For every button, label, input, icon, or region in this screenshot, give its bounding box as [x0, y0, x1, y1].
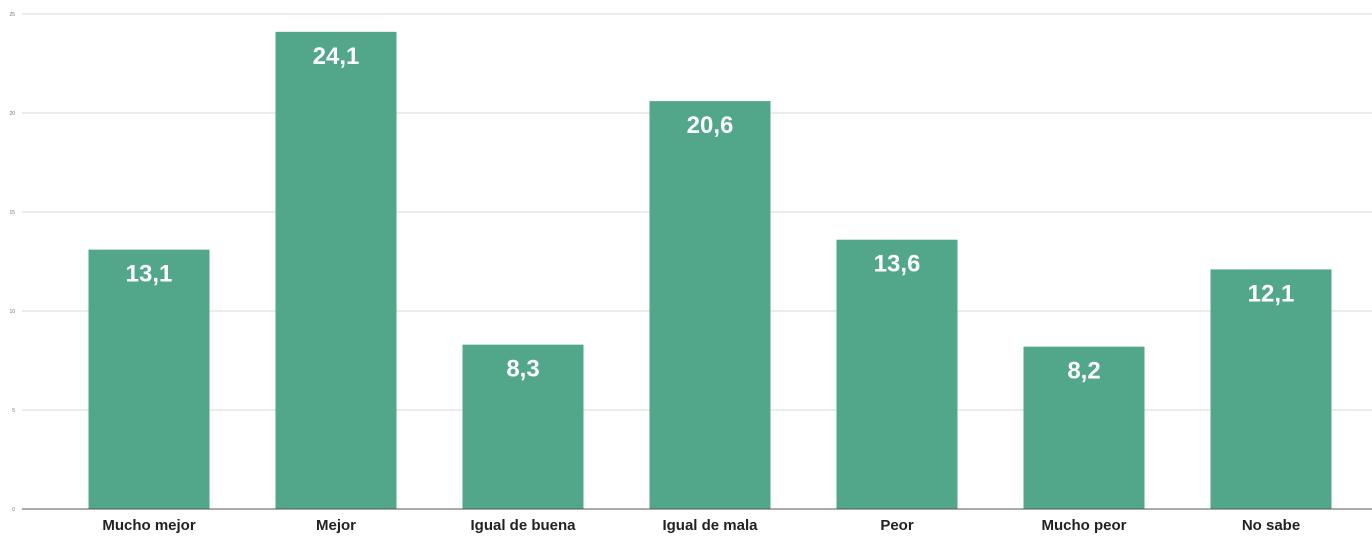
bar [1210, 269, 1332, 509]
y-tick-label: 25 [9, 12, 15, 18]
x-axis: Mucho mejor Mejor Igual de buena Igual de m… [22, 508, 1372, 534]
y-tick-label: 15 [9, 210, 15, 216]
x-tick-label: Igual de buena [470, 517, 576, 534]
y-tick-label: 5 [12, 408, 15, 414]
bar [275, 31, 397, 509]
data-label: 13,1 [126, 261, 173, 288]
x-tick-label: Mucho peor [1042, 517, 1127, 534]
y-tick-label: 10 [9, 309, 15, 315]
bar [462, 344, 584, 509]
data-label: 13,6 [874, 251, 921, 278]
y-tick-label: 0 [12, 507, 15, 513]
x-tick-label: Mucho mejor [102, 517, 196, 534]
data-label: 20,6 [687, 112, 734, 139]
y-axis: 0 5 10 15 20 25 [9, 12, 15, 513]
bars [88, 31, 1332, 510]
bar [88, 249, 210, 509]
data-labels: 13,1 24,1 8,3 20,6 13,6 8,2 12,1 [126, 43, 1295, 385]
x-tick-label: Peor [880, 517, 914, 534]
bar [649, 101, 771, 510]
x-tick-label: No sabe [1242, 517, 1300, 534]
x-tick-label: Mejor [316, 517, 356, 534]
data-label: 12,1 [1248, 280, 1295, 307]
bar [1023, 346, 1145, 509]
y-tick-label: 20 [9, 111, 15, 117]
data-label: 8,2 [1067, 358, 1100, 385]
bar [836, 239, 958, 509]
data-label: 24,1 [313, 43, 360, 70]
data-label: 8,3 [506, 356, 539, 383]
x-tick-label: Igual de mala [662, 517, 758, 534]
